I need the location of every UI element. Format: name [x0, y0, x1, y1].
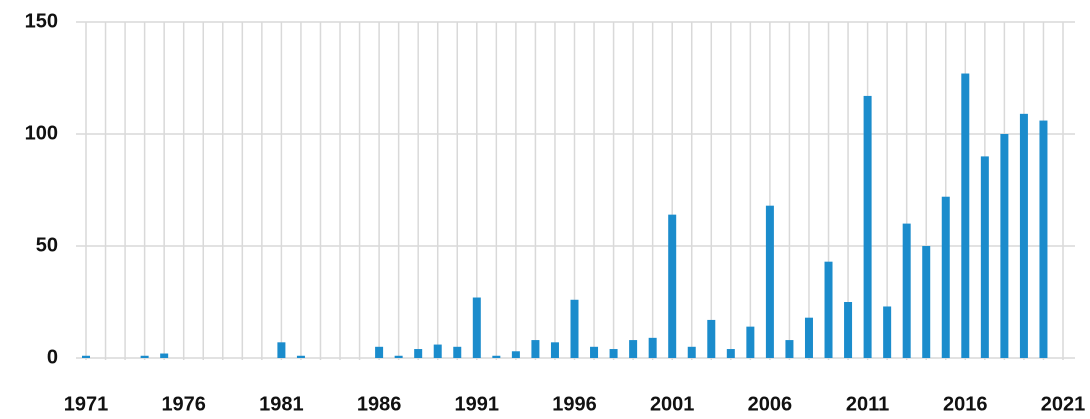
bar	[511, 351, 520, 358]
bar	[980, 156, 989, 358]
bar	[414, 349, 423, 358]
bar	[863, 95, 872, 359]
bar	[765, 205, 774, 358]
bar	[1000, 134, 1009, 358]
x-tick-label: 2021	[1041, 393, 1086, 415]
x-tick-label: 1971	[64, 393, 109, 415]
bar	[492, 355, 501, 358]
bar	[1019, 113, 1028, 358]
y-tick-label: 150	[25, 10, 58, 32]
bar	[1039, 120, 1048, 358]
bar	[590, 346, 599, 358]
bar	[629, 340, 638, 358]
bar	[648, 337, 657, 358]
x-tick-label: 2011	[846, 393, 889, 415]
bar	[922, 246, 931, 358]
y-tick-label: 100	[25, 122, 58, 144]
bar	[804, 317, 813, 358]
x-tick-label: 1981	[259, 393, 304, 415]
bar	[746, 326, 755, 358]
bar	[140, 355, 149, 358]
x-tick-label: 1996	[552, 393, 597, 415]
bar	[394, 355, 403, 358]
bar	[472, 297, 481, 358]
y-tick-label: 0	[47, 346, 58, 368]
x-tick-label: 2016	[943, 393, 988, 415]
bar	[296, 355, 305, 358]
bar	[785, 340, 794, 358]
bar	[160, 353, 169, 358]
bar	[277, 342, 286, 358]
bar	[433, 344, 442, 358]
bar	[550, 342, 559, 358]
bar	[883, 306, 892, 358]
bar	[375, 346, 384, 358]
bar	[707, 319, 716, 358]
bar	[668, 214, 677, 358]
x-tick-label: 1976	[161, 393, 206, 415]
bar	[941, 196, 950, 358]
bar	[687, 346, 696, 358]
bar	[453, 346, 462, 358]
bar	[82, 355, 90, 358]
bar	[531, 340, 540, 358]
bar	[609, 349, 618, 358]
bar	[570, 299, 579, 358]
x-tick-label: 1986	[357, 393, 402, 415]
bar	[961, 73, 970, 359]
x-tick-label: 2001	[650, 393, 695, 415]
x-tick-label: 1991	[455, 393, 500, 415]
bar	[844, 302, 853, 358]
x-tick-label: 2006	[748, 393, 793, 415]
y-tick-label: 50	[36, 234, 58, 256]
bar	[726, 349, 735, 358]
bar	[824, 261, 833, 358]
bar	[902, 223, 911, 358]
